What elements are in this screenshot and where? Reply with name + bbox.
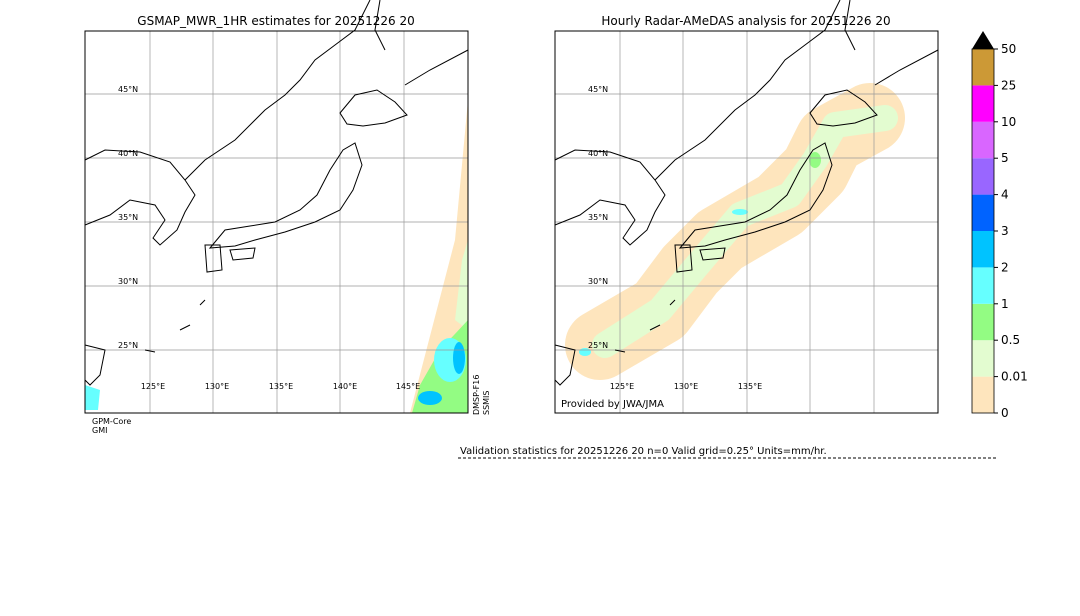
colorbar-segment bbox=[972, 340, 994, 377]
colorbar-label: 4 bbox=[1001, 188, 1009, 202]
graticule: 45°N 40°N 35°N 30°N 25°N 125°E 130°E 135°E 140°E… bbox=[85, 31, 468, 413]
validation-text: Validation statistics for 20251226 20 n=… bbox=[460, 446, 827, 457]
lon-label: 125°E bbox=[141, 382, 165, 391]
lat-label: 35°N bbox=[118, 213, 138, 222]
colorbar-segment bbox=[972, 231, 994, 268]
colorbar-segment bbox=[972, 158, 994, 195]
right-map: 45°N 40°N 35°N 30°N 25°N 125°E 130°E 135°E Hour… bbox=[554, 0, 939, 414]
colorbar-label: 0 bbox=[1001, 406, 1009, 420]
precip-area bbox=[809, 152, 821, 168]
sensor-label: GMI bbox=[92, 426, 107, 435]
colorbar-label: 0.5 bbox=[1001, 333, 1020, 347]
colorbar-segment bbox=[972, 376, 994, 413]
lon-label: 135°E bbox=[738, 382, 762, 391]
colorbar-label: 5 bbox=[1001, 151, 1009, 165]
sensor-label: DMSP-F16 bbox=[472, 375, 481, 415]
lon-label: 130°E bbox=[205, 382, 229, 391]
colorbar-label: 2 bbox=[1001, 260, 1009, 274]
lat-label: 30°N bbox=[118, 277, 138, 286]
left-map: 45°N 40°N 35°N 30°N 25°N 125°E 130°E 135°E 140°E… bbox=[84, 0, 491, 435]
sensor-label: GPM-Core bbox=[92, 417, 131, 426]
colorbar-label: 10 bbox=[1001, 115, 1016, 129]
precip-area bbox=[453, 342, 465, 374]
lat-label: 25°N bbox=[118, 341, 138, 350]
colorbar-segment bbox=[972, 85, 994, 122]
precip-area bbox=[418, 391, 442, 405]
lon-label: 135°E bbox=[269, 382, 293, 391]
colorbar-segment bbox=[972, 121, 994, 159]
lat-label: 35°N bbox=[588, 213, 608, 222]
sensor-label: SSMIS bbox=[482, 391, 491, 416]
colorbar-segment bbox=[972, 194, 994, 231]
panel-title: Hourly Radar-AMeDAS analysis for 2025122… bbox=[601, 14, 890, 28]
map-border bbox=[84, 30, 469, 414]
lon-label: 140°E bbox=[333, 382, 357, 391]
precip-area bbox=[592, 105, 898, 358]
colorbar: 0 0.01 0.5 1 2 3 4 5 10 25 50 bbox=[971, 31, 1028, 420]
lat-label: 45°N bbox=[118, 85, 138, 94]
lat-label: 45°N bbox=[588, 85, 608, 94]
precip-area bbox=[85, 385, 100, 410]
precip-area bbox=[732, 209, 748, 215]
lon-label: 145°E bbox=[396, 382, 420, 391]
graticule: 45°N 40°N 35°N 30°N 25°N 125°E 130°E 135°E bbox=[555, 31, 938, 413]
colorbar-label: 0.01 bbox=[1001, 370, 1028, 384]
precip-area bbox=[455, 240, 468, 330]
lat-label: 30°N bbox=[588, 277, 608, 286]
lat-label: 25°N bbox=[588, 341, 608, 350]
colorbar-segment bbox=[972, 267, 994, 304]
colorbar-segment bbox=[972, 303, 994, 341]
lat-label: 40°N bbox=[588, 149, 608, 158]
lon-label: 130°E bbox=[674, 382, 698, 391]
colorbar-segment bbox=[972, 49, 994, 86]
swath-area bbox=[410, 100, 468, 413]
map-border bbox=[554, 30, 939, 414]
colorbar-label: 50 bbox=[1001, 42, 1016, 56]
colorbar-label: 25 bbox=[1001, 78, 1016, 92]
lon-label: 125°E bbox=[610, 382, 634, 391]
colorbar-label: 3 bbox=[1001, 224, 1009, 238]
panel-title: GSMAP_MWR_1HR estimates for 20251226 20 bbox=[137, 14, 414, 28]
credit: Provided by JWA/JMA bbox=[561, 399, 664, 410]
colorbar-extend bbox=[972, 31, 994, 49]
lat-label: 40°N bbox=[118, 149, 138, 158]
colorbar-label: 1 bbox=[1001, 297, 1009, 311]
